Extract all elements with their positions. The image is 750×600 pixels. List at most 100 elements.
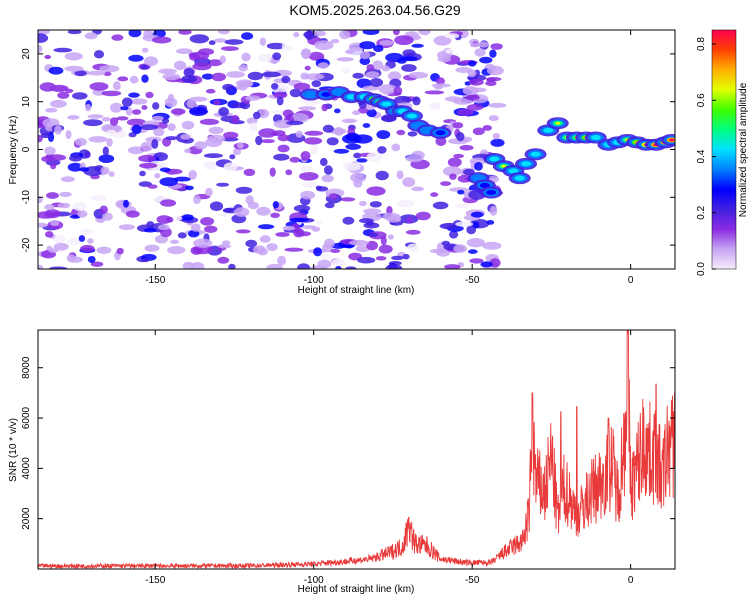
spectrum-cell [105, 129, 117, 137]
spectrum-cell [321, 103, 328, 112]
spectrum-cell [121, 97, 133, 107]
spectrum-cell [455, 221, 474, 227]
y-tick-label: 2000 [21, 507, 32, 530]
spectrum-cell [313, 30, 327, 37]
spectrum-cell [468, 60, 477, 67]
ridge-core [514, 175, 525, 181]
spectrum-cell [220, 212, 228, 218]
spectrum-cell [393, 30, 400, 36]
spectrum-cell [46, 192, 59, 199]
spectrum-cell [139, 162, 158, 169]
spectrum-cell [235, 186, 253, 194]
spectrum-cell [259, 235, 271, 243]
spectrum-cell [111, 34, 124, 41]
spectrum-cell [332, 258, 345, 268]
spectrum-cell [87, 238, 94, 244]
spectrum-cell [99, 65, 120, 73]
spectrum-cell [466, 104, 484, 111]
spectrum-cell [230, 102, 247, 109]
spectrum-cell [466, 225, 477, 235]
spectrum-cell [74, 138, 87, 146]
spectrum-cell [80, 228, 93, 236]
spectrum-cell [474, 48, 486, 57]
spectrum-cell [411, 43, 424, 48]
spectrum-cell [359, 51, 371, 60]
spectrum-cell [72, 202, 87, 211]
spectrum-cell [340, 197, 356, 202]
spectrogram-xlabel: Height of straight line (km) [298, 285, 415, 296]
ridge-core [489, 156, 500, 162]
spectrum-cell [435, 136, 447, 147]
spectrum-cell [352, 110, 361, 116]
spectrum-cell [472, 127, 485, 136]
spectrum-cell [208, 126, 224, 135]
spectrum-cell [488, 115, 499, 122]
spectrum-cell [474, 162, 483, 171]
spectrum-cell [217, 30, 230, 35]
spectrum-cell [162, 117, 170, 124]
spectrum-cell [181, 75, 198, 83]
spectrum-cell [271, 83, 279, 90]
ridge-core [543, 127, 554, 133]
spectrum-cell [402, 253, 410, 260]
spectrum-cell [84, 32, 98, 40]
spectrum-cell [266, 42, 286, 50]
spectrum-cell [123, 199, 129, 208]
spectrum-cell [319, 253, 331, 259]
spectrum-cell [393, 95, 412, 105]
colorbar-label: Normalized spectral amplitude [738, 82, 749, 217]
spectrum-cell [223, 131, 239, 139]
spectrum-cell [57, 91, 70, 99]
spectrum-cell [412, 96, 421, 106]
spectrum-cell [117, 76, 129, 82]
spectrum-cell [185, 185, 194, 191]
spectrum-cell [38, 264, 44, 269]
spectrum-cell [330, 39, 340, 44]
spectrum-cell [356, 158, 368, 163]
spectrum-cell [158, 68, 177, 75]
spectrum-cell [38, 44, 43, 54]
spectrum-cell [391, 143, 401, 152]
spectrum-cell [190, 262, 205, 269]
spectrum-cell [281, 42, 289, 51]
ridge-core [435, 130, 446, 136]
spectrum-cell [266, 263, 283, 269]
spectrum-cell [45, 231, 54, 238]
spectrum-cell [257, 248, 269, 256]
spectrum-cell [258, 224, 275, 230]
spectrum-cell [113, 81, 121, 91]
spectrum-cell [402, 49, 416, 57]
spectrum-cell [396, 129, 406, 136]
spectrum-cell [164, 97, 178, 108]
spectrum-cell [342, 162, 361, 171]
spectrum-cell [193, 195, 201, 205]
spectrum-cell [375, 256, 387, 261]
spectrum-cell [282, 109, 294, 118]
snr-series-line [38, 330, 675, 569]
spectrum-cell [151, 138, 159, 149]
colorbar-tick-label: 0.0 [696, 262, 707, 276]
spectrum-cell [40, 132, 51, 139]
spectrum-cell [354, 174, 364, 179]
spectrum-cell [378, 84, 397, 95]
spectrum-cell [245, 239, 258, 248]
spectrum-cell [54, 124, 62, 135]
spectrum-cell [431, 83, 451, 88]
spectrum-cell [223, 162, 238, 171]
spectrum-cell [193, 238, 213, 248]
spectrum-cell [173, 60, 187, 71]
spectrum-cell [490, 138, 505, 147]
spectrum-cell [375, 170, 389, 181]
spectrum-cell [49, 99, 67, 108]
spectrum-cell [152, 36, 172, 44]
spectrum-cell [128, 30, 142, 38]
spectrum-cell [241, 52, 251, 62]
spectrum-cell [218, 107, 230, 117]
spectrum-cell [67, 115, 80, 120]
spectrum-cell [38, 33, 49, 43]
spectrum-cell [437, 56, 452, 63]
spectrum-cell [367, 232, 379, 237]
spectrum-cell [285, 169, 293, 176]
spectrum-cell [129, 98, 148, 105]
spectrum-cell [53, 242, 69, 251]
